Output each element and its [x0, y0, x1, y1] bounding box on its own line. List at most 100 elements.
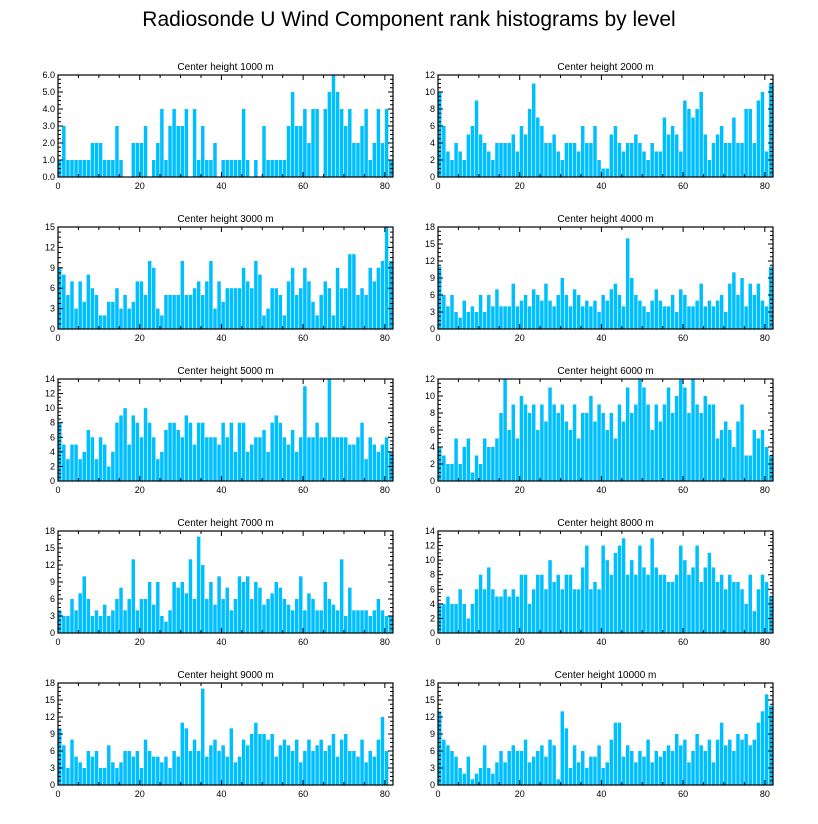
bar [625, 143, 630, 177]
bar [299, 437, 303, 481]
bar [630, 143, 634, 177]
y-tick-label: 4 [50, 447, 55, 457]
bar [282, 315, 287, 329]
y-tick-label: 4 [430, 138, 435, 148]
bar [74, 444, 78, 481]
bar [233, 762, 238, 785]
bar [658, 300, 663, 329]
bar [625, 574, 630, 633]
bar [311, 751, 315, 785]
bar [290, 267, 295, 329]
bar [78, 762, 82, 785]
bar [94, 751, 99, 785]
bar [531, 83, 536, 177]
bar [274, 756, 279, 785]
bar [123, 751, 127, 785]
bar [548, 143, 552, 177]
bar [585, 768, 589, 785]
bar [98, 616, 103, 633]
bar [536, 430, 540, 481]
y-tick-label: 3 [50, 611, 55, 621]
bar [752, 430, 757, 481]
x-tick-label: 20 [515, 333, 525, 343]
bar [262, 604, 266, 633]
bar [62, 745, 66, 785]
bar [687, 306, 691, 329]
y-tick-label: 1.0 [42, 155, 55, 165]
bar [164, 621, 168, 633]
bar [282, 599, 287, 633]
bar [723, 421, 728, 481]
bar [164, 160, 168, 177]
bar [372, 143, 377, 177]
y-tick-label: 9 [50, 729, 55, 739]
bar [160, 762, 164, 785]
bar [482, 745, 487, 785]
bar [143, 126, 148, 177]
bar [715, 134, 720, 177]
bar [86, 274, 91, 329]
bar [491, 160, 495, 177]
bar [454, 143, 458, 177]
bar [131, 143, 136, 177]
bar [311, 109, 315, 177]
bar [303, 267, 307, 329]
bar [540, 404, 544, 481]
bar [736, 143, 740, 177]
bar [764, 151, 769, 177]
bar [205, 437, 209, 481]
bar [135, 751, 140, 785]
bar [711, 306, 716, 329]
bar [172, 109, 176, 177]
x-tick-label: 40 [596, 333, 606, 343]
bar [151, 756, 156, 785]
bar [740, 404, 744, 481]
bar [307, 281, 311, 329]
bar [90, 756, 95, 785]
bar [384, 227, 389, 329]
bar [511, 134, 516, 177]
x-tick-label: 60 [298, 637, 308, 647]
bar [478, 574, 483, 633]
bar [621, 151, 626, 177]
bar [368, 267, 372, 329]
x-tick-label: 80 [380, 181, 390, 191]
bar [662, 574, 667, 633]
bar [458, 151, 462, 177]
x-tick-label: 60 [678, 637, 688, 647]
bar [184, 593, 189, 633]
bar [384, 437, 389, 481]
bar [642, 387, 646, 481]
bar [74, 756, 78, 785]
bar [384, 616, 389, 633]
bar [495, 143, 499, 177]
x-tick-label: 80 [760, 485, 770, 495]
bar [715, 739, 720, 785]
y-tick-label: 0 [430, 172, 435, 182]
bar [209, 437, 213, 481]
bar [719, 126, 724, 177]
y-tick-label: 15 [45, 222, 55, 232]
bar [107, 745, 111, 785]
bar [499, 143, 503, 177]
bar [711, 404, 716, 481]
bar [180, 126, 185, 177]
bar [683, 100, 687, 177]
y-tick-label: 14 [425, 526, 435, 536]
bar [111, 451, 115, 481]
bar [768, 705, 773, 785]
bar [352, 610, 356, 633]
y-tick-label: 12 [425, 374, 435, 384]
bar [638, 300, 642, 329]
bar [278, 745, 283, 785]
x-tick-label: 60 [298, 181, 308, 191]
bar [372, 610, 377, 633]
bar [703, 751, 708, 785]
bar [589, 143, 593, 177]
bar [580, 306, 585, 329]
bar [66, 459, 70, 481]
bar [286, 126, 291, 177]
bar [127, 444, 131, 481]
x-tick-label: 40 [216, 637, 226, 647]
bar [756, 438, 761, 481]
